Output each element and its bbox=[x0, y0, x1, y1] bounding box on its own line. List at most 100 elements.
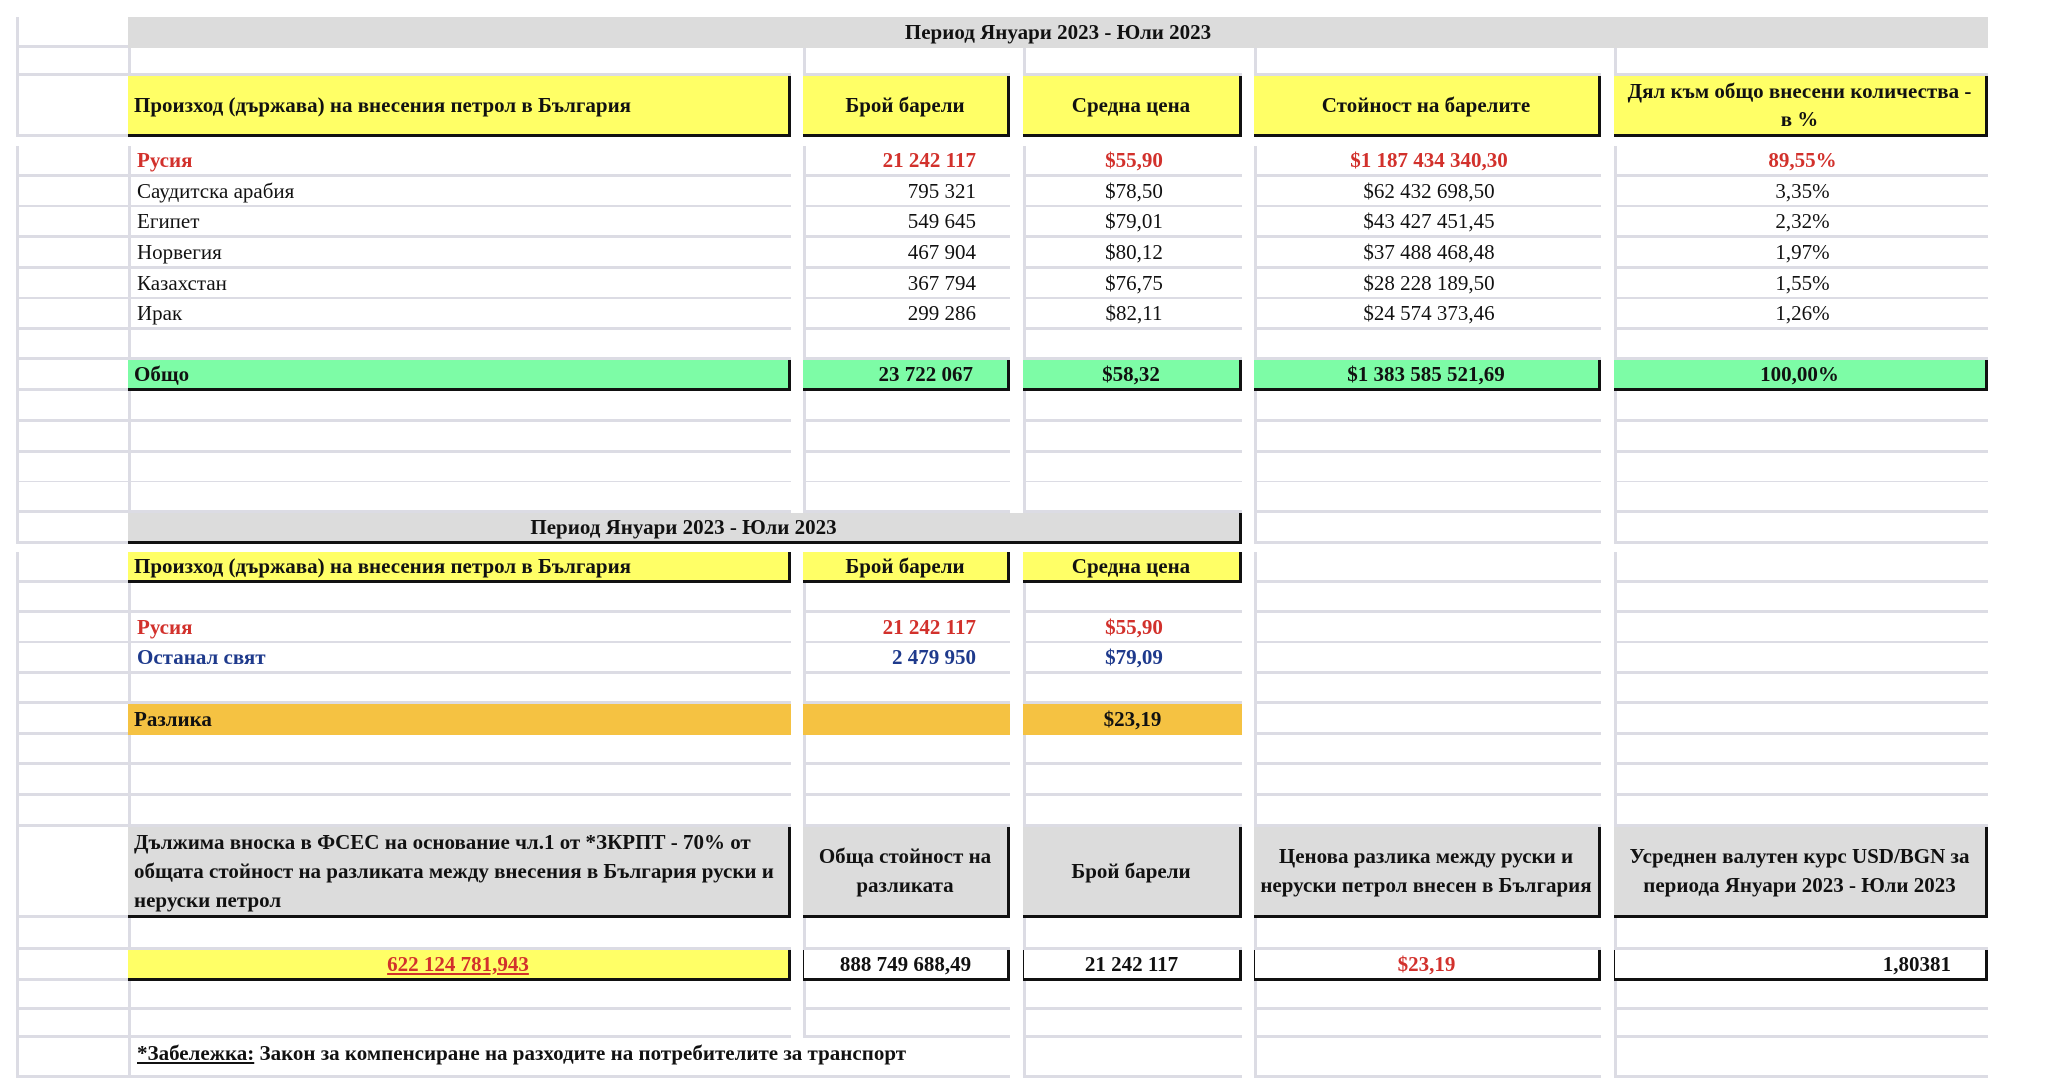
due-amount-link[interactable]: 622 124 781,943 bbox=[128, 950, 791, 981]
country-name[interactable]: Норвегия bbox=[128, 238, 791, 269]
empty-cell[interactable] bbox=[1614, 765, 1988, 796]
empty-cell[interactable] bbox=[1614, 453, 1988, 484]
total-value[interactable]: $24 574 373,46 bbox=[1254, 299, 1601, 330]
empty-cell[interactable] bbox=[1614, 552, 1988, 583]
header2-barrels[interactable]: Брой барели bbox=[803, 552, 1010, 583]
total-diff-value[interactable]: 888 749 688,49 bbox=[803, 950, 1010, 981]
header3-total-diff[interactable]: Обща стойност на разликата bbox=[803, 827, 1010, 918]
russia-label[interactable]: Русия bbox=[128, 613, 791, 644]
empty-cell[interactable] bbox=[16, 269, 128, 300]
empty-cell[interactable] bbox=[1254, 735, 1601, 765]
total-value[interactable]: $43 427 451,45 bbox=[1254, 207, 1601, 238]
country-name[interactable]: Ирак bbox=[128, 299, 791, 330]
empty-cell[interactable] bbox=[1614, 48, 1988, 76]
country-name[interactable]: Саудитска арабия bbox=[128, 177, 791, 208]
empty-cell[interactable] bbox=[128, 422, 791, 453]
note[interactable]: *Забележка: Закон за компенсиране на раз… bbox=[128, 1038, 1010, 1078]
empty-cell[interactable] bbox=[1023, 453, 1242, 484]
empty-cell[interactable] bbox=[1254, 643, 1601, 674]
empty-cell[interactable] bbox=[1023, 735, 1242, 765]
empty-cell[interactable] bbox=[803, 583, 1010, 613]
header-avg-price[interactable]: Средна цена bbox=[1023, 76, 1242, 137]
empty-cell[interactable] bbox=[1023, 422, 1242, 453]
share-value[interactable]: 1,26% bbox=[1614, 299, 1988, 330]
total-share[interactable]: 100,00% bbox=[1614, 360, 1988, 391]
empty-cell[interactable] bbox=[803, 330, 1010, 360]
empty-cell[interactable] bbox=[1614, 704, 1988, 735]
empty-cell[interactable] bbox=[128, 48, 791, 76]
difference-label[interactable]: Разлика bbox=[128, 704, 791, 735]
empty-cell[interactable] bbox=[1023, 1010, 1242, 1038]
empty-cell[interactable] bbox=[1254, 918, 1601, 950]
empty-cell[interactable] bbox=[16, 17, 128, 48]
rest-label[interactable]: Останал свят bbox=[128, 643, 791, 674]
header-barrels[interactable]: Брой барели bbox=[803, 76, 1010, 137]
empty-cell[interactable] bbox=[1023, 1038, 1242, 1078]
empty-cell[interactable] bbox=[1254, 453, 1601, 484]
empty-cell[interactable] bbox=[1254, 704, 1601, 735]
russia-barrels[interactable]: 21 242 117 bbox=[803, 613, 1010, 644]
empty-cell[interactable] bbox=[803, 735, 1010, 765]
empty-cell[interactable] bbox=[16, 391, 128, 422]
price-diff-value[interactable]: $23,19 bbox=[1254, 950, 1601, 981]
empty-cell[interactable] bbox=[803, 48, 1010, 76]
empty-cell[interactable] bbox=[16, 1010, 128, 1038]
empty-cell[interactable] bbox=[1254, 482, 1601, 513]
empty-cell[interactable] bbox=[1614, 583, 1988, 613]
empty-cell[interactable] bbox=[16, 950, 128, 981]
empty-cell[interactable] bbox=[1023, 981, 1242, 1010]
empty-cell[interactable] bbox=[16, 1038, 128, 1078]
header-value[interactable]: Стойност на барелите bbox=[1254, 76, 1601, 137]
empty-cell[interactable] bbox=[1614, 918, 1988, 950]
fx-rate-value[interactable]: 1,80381 bbox=[1614, 950, 1988, 981]
empty-cell[interactable] bbox=[803, 391, 1010, 422]
empty-cell[interactable] bbox=[16, 765, 128, 796]
table1-period-title[interactable]: Период Януари 2023 - Юли 2023 bbox=[128, 17, 1988, 48]
empty-cell[interactable] bbox=[1254, 391, 1601, 422]
empty-cell[interactable] bbox=[803, 482, 1010, 513]
empty-cell[interactable] bbox=[16, 552, 128, 583]
empty-cell[interactable] bbox=[1254, 765, 1601, 796]
empty-cell[interactable] bbox=[16, 513, 128, 544]
price-value[interactable]: $76,75 bbox=[1023, 269, 1242, 300]
empty-cell[interactable] bbox=[1254, 1010, 1601, 1038]
empty-cell[interactable] bbox=[16, 796, 128, 827]
share-value[interactable]: 2,32% bbox=[1614, 207, 1988, 238]
empty-cell[interactable] bbox=[128, 765, 791, 796]
empty-cell[interactable] bbox=[1614, 330, 1988, 360]
empty-cell[interactable] bbox=[16, 422, 128, 453]
country-name[interactable]: Казахстан bbox=[128, 269, 791, 300]
empty-cell[interactable] bbox=[1023, 918, 1242, 950]
empty-cell[interactable] bbox=[1614, 1010, 1988, 1038]
empty-cell[interactable] bbox=[1254, 796, 1601, 827]
rest-price[interactable]: $79,09 bbox=[1023, 643, 1242, 674]
header-share[interactable]: Дял към общо внесени количества - в % bbox=[1614, 76, 1988, 137]
empty-cell[interactable] bbox=[128, 796, 791, 827]
empty-cell[interactable] bbox=[1254, 583, 1601, 613]
total-value[interactable]: $28 228 189,50 bbox=[1254, 269, 1601, 300]
empty-cell[interactable] bbox=[128, 583, 791, 613]
empty-cell[interactable] bbox=[803, 674, 1010, 704]
empty-cell[interactable] bbox=[128, 1010, 791, 1038]
empty-cell[interactable] bbox=[1614, 513, 1988, 544]
total-label[interactable]: Общо bbox=[128, 360, 791, 391]
country-name[interactable]: Русия bbox=[128, 146, 791, 177]
empty-cell[interactable] bbox=[16, 704, 128, 735]
empty-cell[interactable] bbox=[803, 453, 1010, 484]
empty-cell[interactable] bbox=[1614, 482, 1988, 513]
header3-barrels[interactable]: Брой барели bbox=[1023, 827, 1242, 918]
empty-cell[interactable] bbox=[128, 735, 791, 765]
empty-cell[interactable] bbox=[803, 796, 1010, 827]
empty-cell[interactable] bbox=[1614, 796, 1988, 827]
total-value[interactable]: $37 488 468,48 bbox=[1254, 238, 1601, 269]
total-value[interactable]: $62 432 698,50 bbox=[1254, 177, 1601, 208]
empty-cell[interactable] bbox=[1023, 330, 1242, 360]
empty-cell[interactable] bbox=[16, 48, 128, 76]
barrels-value[interactable]: 299 286 bbox=[803, 299, 1010, 330]
empty-cell[interactable] bbox=[128, 674, 791, 704]
barrels-value[interactable]: 367 794 bbox=[803, 269, 1010, 300]
header2-origin[interactable]: Произход (държава) на внесения петрол в … bbox=[128, 552, 791, 583]
empty-cell[interactable] bbox=[16, 238, 128, 269]
header3-price-diff[interactable]: Ценова разлика между руски и неруски пет… bbox=[1254, 827, 1601, 918]
price-value[interactable]: $79,01 bbox=[1023, 207, 1242, 238]
